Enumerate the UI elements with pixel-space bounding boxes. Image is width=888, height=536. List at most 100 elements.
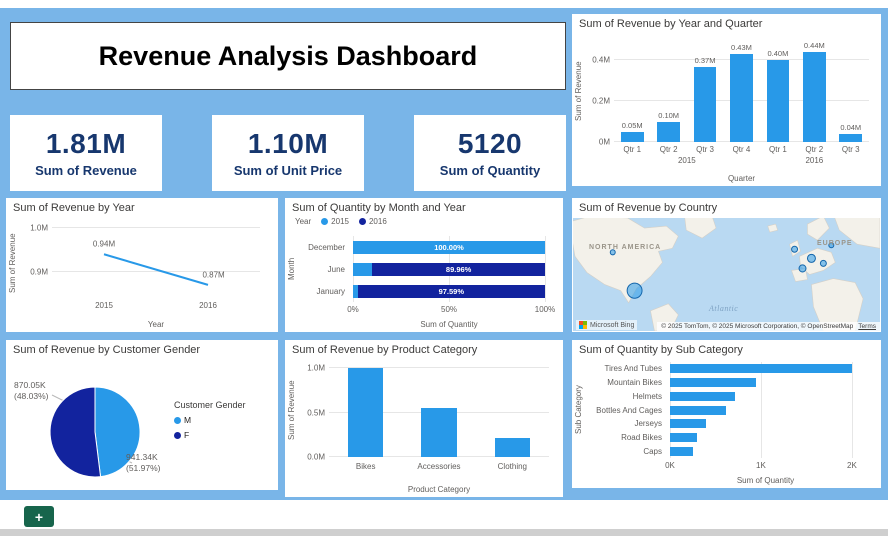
bar-qtr-1-0[interactable] [620, 131, 644, 142]
legend-item-m[interactable]: M [174, 415, 246, 425]
bubble-germany[interactable] [806, 253, 816, 263]
bubble-canada[interactable] [609, 249, 616, 256]
bubble-united-states[interactable] [626, 282, 643, 299]
revenue-trend-line[interactable] [52, 228, 260, 298]
bar-helmets[interactable] [670, 391, 736, 401]
bar-row: 97.59% [353, 280, 545, 302]
revenue-by-year-chart[interactable]: Sum of Revenue by Year Sum of Revenue 1.… [6, 198, 278, 332]
x-category-label: Qtr 2 [659, 145, 678, 154]
terms-link[interactable]: Terms [858, 323, 876, 330]
y-axis-tick-label: 0.5M [307, 408, 325, 418]
x-category-label: Bikes [355, 462, 376, 471]
quantity-by-month-year-chart[interactable]: Sum of Quantity by Month and Year Year 20… [285, 198, 563, 332]
bar-value-label: 0.44M [803, 41, 825, 51]
x-axis-title: Quarter [727, 174, 756, 183]
microsoft-logo-icon [579, 321, 587, 329]
bar-clothing-2[interactable] [494, 437, 530, 457]
scandinavia-land [807, 218, 830, 241]
stacked-bar-june[interactable]: 89.96% [353, 262, 545, 276]
bar-cell: 0.10M [650, 40, 686, 142]
continent-label-north-america: NORTH AMERICA [589, 244, 662, 251]
kpi-value: 1.10M [247, 128, 329, 159]
bar-tires-and-tubes[interactable] [670, 364, 852, 374]
kpi-card-unit-price[interactable]: 1.10M Sum of Unit Price [212, 115, 364, 191]
x-axis-tick-label: 2015 [95, 301, 113, 310]
x-axis-tick-label: 2016 [199, 301, 217, 310]
x-category-label: Qtr 4 [732, 145, 751, 154]
bar-row [670, 362, 861, 376]
callout-line [51, 394, 65, 402]
legend-dot-m [174, 416, 181, 424]
x-axis-tick-label: 0K [665, 461, 675, 470]
bar-value-label: 0.43M [731, 43, 752, 53]
bar-cell: 0.43M [723, 40, 759, 142]
legend-item-2016[interactable]: 2016 [358, 217, 387, 226]
pie-slice-m[interactable] [94, 386, 141, 478]
segment-2016[interactable]: 97.59% [357, 284, 545, 298]
kpi-card-revenue[interactable]: 1.81M Sum of Revenue [10, 115, 162, 191]
chart-title: Sum of Revenue by Year [13, 202, 135, 214]
kpi-card-quantity[interactable]: 5120 Sum of Quantity [414, 115, 566, 191]
gridline [329, 367, 549, 369]
x-axis-title: Year [147, 320, 165, 329]
category-label: Jerseys [634, 419, 662, 429]
revenue-by-gender-chart[interactable]: Sum of Revenue by Customer Gender 870.05… [6, 340, 278, 490]
bar-bottles-and-cages[interactable] [670, 405, 727, 415]
iceland-land [767, 223, 779, 233]
pie-slice-f[interactable] [49, 386, 102, 478]
point-value-label: 0.87M [202, 270, 225, 280]
bar-cell: 0.37M [687, 40, 723, 142]
map-area[interactable]: NORTH AMERICA EUROPE Atlantic Microsoft … [573, 218, 880, 331]
segment-2016[interactable]: 89.96% [372, 262, 545, 276]
category-label: Mountain Bikes [607, 378, 662, 388]
gridline [52, 270, 260, 272]
bar-caps[interactable] [670, 446, 693, 456]
bar-jerseys[interactable] [670, 419, 707, 429]
kpi-value: 5120 [457, 128, 523, 159]
bubble-europe-east[interactable] [819, 259, 827, 267]
bar-qtr-2-5[interactable] [803, 52, 826, 142]
chart-legend: Year 2015 2016 [295, 217, 387, 226]
bubble-united-kingdom[interactable] [791, 245, 799, 253]
world-map [573, 218, 880, 331]
segment-2015[interactable] [353, 262, 373, 276]
bar-qtr-4-3[interactable] [730, 54, 753, 142]
stacked-bar-december[interactable]: 100.00% [353, 240, 545, 254]
bar-cell [402, 364, 475, 457]
revenue-by-year-quarter-chart[interactable]: Sum of Revenue by Year and Quarter Sum o… [572, 14, 881, 186]
northeast-land [834, 218, 880, 249]
ocean-label-atlantic: Atlantic [709, 304, 739, 313]
bar-qtr-3-2[interactable] [693, 66, 717, 142]
quantity-by-subcategory-chart[interactable]: Sum of Quantity by Sub Category Sub Cate… [572, 340, 881, 488]
legend-item-2015[interactable]: 2015 [321, 217, 349, 226]
slice-percent: (48.03%) [14, 391, 49, 402]
greenland-land [684, 218, 717, 239]
segment-2015[interactable]: 100.00% [353, 240, 545, 254]
bar-qtr-3-6[interactable] [839, 133, 863, 142]
stacked-bar-january[interactable]: 97.59% [353, 284, 545, 298]
segment-percent-label: 100.00% [434, 242, 464, 252]
category-label: Road Bikes [621, 432, 662, 442]
bar-mountain-bikes[interactable] [670, 378, 757, 388]
revenue-by-country-map[interactable]: Sum of Revenue by Country NOR [572, 198, 881, 332]
bubble-europe-north[interactable] [828, 242, 835, 249]
dashboard-title-panel[interactable]: Revenue Analysis Dashboard [10, 22, 566, 90]
bar-accessories-1[interactable] [421, 408, 457, 457]
kpi-label: Sum of Quantity [439, 163, 541, 178]
legend-series-name: 2016 [368, 217, 387, 226]
bing-logo-text: Microsoft Bing [590, 321, 635, 329]
revenue-by-category-chart[interactable]: Sum of Revenue by Product Category Sum o… [285, 340, 563, 497]
x-category-labels: Bikes Accessories Clothing [329, 462, 549, 471]
slice-value: 870.05K [14, 380, 46, 390]
bar-road-bikes[interactable] [670, 432, 698, 442]
y-axis-tick-label: 0.2M [592, 96, 610, 106]
bar-qtr-1-4[interactable] [766, 60, 790, 142]
bar-bikes-0[interactable] [348, 368, 384, 457]
bar-value-label: 0.10M [658, 110, 680, 120]
bubble-france[interactable] [798, 264, 807, 273]
segment-2015[interactable] [353, 284, 358, 298]
bar-qtr-2-1[interactable] [657, 121, 680, 142]
new-page-button[interactable]: + [24, 506, 54, 527]
legend-item-f[interactable]: F [174, 430, 246, 440]
bar-value-label: 0.04M [840, 122, 862, 132]
